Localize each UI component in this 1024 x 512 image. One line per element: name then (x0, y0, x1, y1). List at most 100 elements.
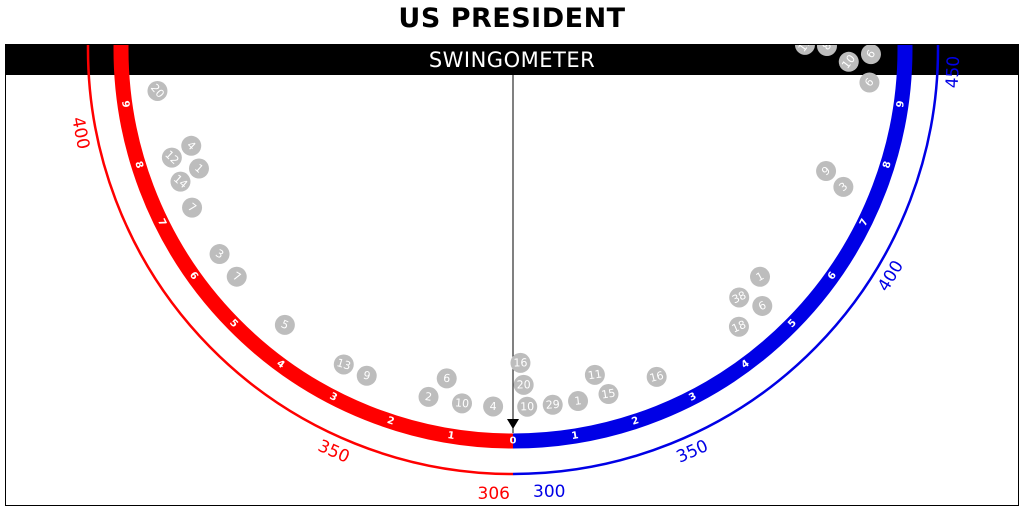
state-bubble-circle (794, 45, 815, 55)
state-bubble-circle (181, 135, 202, 156)
blue-state-bubble[interactable]: 1 (568, 391, 589, 412)
red-state-bubble[interactable]: 7 (182, 197, 203, 218)
state-bubble-circle (209, 244, 230, 265)
state-bubble-value: 10 (454, 396, 469, 410)
page-title: US PRESIDENT (398, 3, 626, 34)
state-bubble-circle (816, 45, 837, 57)
state-bubble-value: 6 (442, 372, 450, 386)
state-bubble-circle (513, 374, 534, 395)
state-bubble-value: 10 (520, 400, 534, 413)
blue-state-bubble[interactable]: 6 (752, 295, 773, 316)
state-bubble-circle (833, 176, 854, 197)
red-tick-label: 8 (132, 160, 145, 170)
state-bubble-circle (860, 45, 881, 65)
state-bubble-value: 38 (730, 289, 748, 307)
state-bubble-circle (452, 393, 472, 414)
red-swing-band (113, 45, 514, 449)
state-bubble-value: 8 (820, 45, 835, 53)
state-bubble-circle (598, 384, 619, 405)
red-state-bubble[interactable]: 20 (147, 80, 168, 101)
state-bubble-circle (170, 171, 191, 192)
state-bubble-value: 1 (574, 394, 582, 408)
state-bubble-value: 16 (648, 369, 665, 385)
state-bubble-value: 5 (279, 318, 291, 333)
blue-tick-label: 1 (571, 430, 580, 442)
state-bubble-circle (226, 266, 247, 287)
red-state-bubble[interactable]: 4 (483, 396, 504, 417)
red-tick-label: 0 (510, 436, 517, 447)
state-bubble-value: 16 (513, 356, 527, 369)
blue-state-bubble[interactable]: 20 (513, 374, 534, 395)
blue-state-bubble[interactable]: 8 (816, 45, 837, 57)
state-bubble-circle (517, 396, 538, 417)
state-bubble-circle (356, 365, 377, 386)
state-bubble-circle (182, 197, 203, 218)
state-bubble-circle (147, 80, 168, 101)
state-bubble-circle (161, 147, 182, 168)
blue-state-bubble[interactable]: 6 (860, 45, 881, 65)
red-tick-label: 1 (447, 430, 456, 442)
blue-seat-label: 450 (943, 55, 965, 88)
blue-state-bubble[interactable]: 3 (833, 176, 854, 197)
blue-state-bubble[interactable]: 15 (598, 384, 619, 405)
blue-seat-arc (512, 45, 940, 476)
blue-tick-label: 9 (895, 100, 907, 108)
red-state-bubble[interactable]: 12 (161, 147, 182, 168)
state-bubble-value: 4 (489, 400, 496, 413)
state-bubble-circle (816, 161, 837, 182)
red-state-bubble[interactable]: 7 (226, 266, 247, 287)
blue-state-bubble[interactable]: 6 (859, 72, 880, 93)
state-bubble-circle (510, 352, 531, 373)
blue-state-bubble[interactable]: 16 (646, 366, 667, 387)
red-state-bubble[interactable]: 2 (418, 386, 439, 407)
state-bubble-value: 11 (587, 367, 603, 382)
red-state-bubble[interactable]: 9 (356, 365, 377, 386)
blue-state-bubble[interactable]: 9 (816, 161, 837, 182)
state-bubble-circle (752, 295, 773, 316)
red-state-bubble[interactable]: 14 (170, 171, 191, 192)
state-bubble-circle (838, 51, 859, 72)
state-bubble-value: 20 (517, 378, 531, 391)
state-bubble-value: 2 (424, 390, 433, 404)
blue-state-bubble[interactable]: 11 (794, 45, 815, 55)
red-seat-label: 400 (67, 115, 93, 151)
blue-state-bubble[interactable]: 10 (838, 51, 859, 72)
blue-tick-label: 7 (858, 217, 871, 228)
state-bubble-circle (729, 287, 750, 308)
blue-tick-label: 3 (687, 391, 698, 404)
pointer-triangle (507, 419, 519, 429)
state-bubble-value: 13 (335, 356, 352, 373)
state-bubble-circle (646, 366, 667, 387)
red-state-bubble[interactable]: 1 (188, 158, 209, 179)
state-bubble-circle (584, 364, 605, 385)
blue-state-bubble[interactable]: 1 (750, 266, 771, 287)
red-state-bubble[interactable]: 5 (274, 314, 295, 335)
red-state-bubble[interactable]: 6 (436, 368, 457, 389)
red-state-bubble[interactable]: 13 (333, 354, 354, 375)
red-tick-label: 9 (119, 100, 131, 108)
state-bubble-value: 15 (601, 386, 617, 401)
state-bubble-circle (750, 266, 771, 287)
red-state-bubble[interactable]: 10 (452, 393, 472, 414)
blue-tick-label: 2 (630, 415, 640, 428)
blue-seat-total: 300 (533, 482, 565, 502)
swingometer-panel: SWINGOMETER 20 12 4 1 14 7 3 7 5 13 9 2 6 10 4 10 20 16 29… (5, 44, 1019, 506)
state-bubble-value: 29 (545, 398, 560, 412)
red-seat-arc (86, 45, 514, 476)
blue-state-bubble[interactable]: 38 (729, 287, 750, 308)
blue-state-bubble[interactable]: 10 (517, 396, 538, 417)
state-bubble-circle (568, 391, 589, 412)
state-bubble-circle (188, 158, 209, 179)
state-bubble-circle (333, 354, 354, 375)
red-tick-label: 2 (386, 415, 396, 428)
blue-state-bubble[interactable]: 16 (510, 352, 531, 373)
red-state-bubble[interactable]: 3 (209, 244, 230, 265)
blue-state-bubble[interactable]: 18 (728, 316, 749, 337)
blue-state-bubble[interactable]: 29 (542, 394, 563, 415)
state-bubble-value: 11 (796, 45, 815, 54)
state-bubble-value: 18 (730, 318, 748, 336)
blue-tick-label: 8 (881, 160, 894, 170)
blue-state-bubble[interactable]: 11 (584, 364, 605, 385)
red-state-bubble[interactable]: 4 (181, 135, 202, 156)
